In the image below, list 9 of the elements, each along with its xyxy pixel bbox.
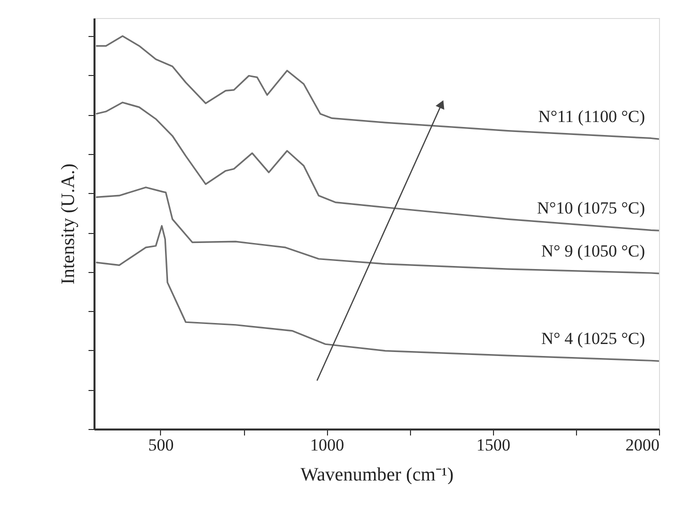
series-label: N° 9 (1050 °C) xyxy=(541,241,645,260)
x-tick-label: 1000 xyxy=(310,436,344,454)
x-tick-label: 500 xyxy=(148,436,174,454)
series-label: N° 4 (1025 °C) xyxy=(541,329,645,348)
series-label: N°11 (1100 °C) xyxy=(538,107,645,126)
y-axis-title: Intensity (U.A.) xyxy=(58,164,79,284)
series-label: N°10 (1075 °C) xyxy=(536,198,645,218)
x-tick-label: 1500 xyxy=(476,436,510,454)
x-tick-label: 2000 xyxy=(626,436,660,454)
